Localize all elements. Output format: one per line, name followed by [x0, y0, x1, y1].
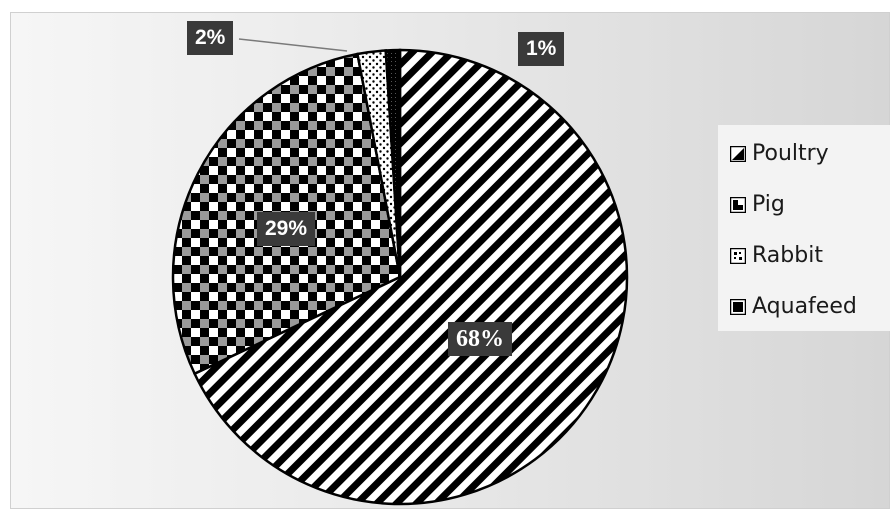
legend-label-rabbit: Rabbit [752, 243, 823, 268]
legend-label-poultry: Poultry [752, 141, 829, 166]
pie-slices [171, 48, 629, 506]
legend-label-aquafeed: Aquafeed [752, 294, 857, 319]
aquafeed-swatch-icon [730, 298, 746, 315]
legend-item-poultry: Poultry [730, 141, 829, 166]
legend: Poultry Pig Rabbit Aquafeed [718, 125, 890, 331]
rabbit-swatch-icon [730, 247, 746, 264]
data-label-pig: 29% [257, 212, 316, 246]
legend-item-aquafeed: Aquafeed [730, 294, 857, 319]
legend-label-pig: Pig [752, 192, 785, 217]
legend-item-pig: Pig [730, 192, 785, 217]
pie-slice-aquafeed [384, 48, 402, 278]
legend-item-rabbit: Rabbit [730, 243, 823, 268]
data-label-rabbit: 2% [187, 21, 234, 55]
data-label-poultry: 68% [448, 322, 512, 356]
pig-swatch-icon [730, 196, 746, 213]
pie-slice-poultry [192, 48, 629, 506]
data-label-aquafeed: 1% [518, 32, 565, 66]
rabbit-leader-line [238, 38, 348, 52]
poultry-swatch-icon [730, 145, 746, 162]
